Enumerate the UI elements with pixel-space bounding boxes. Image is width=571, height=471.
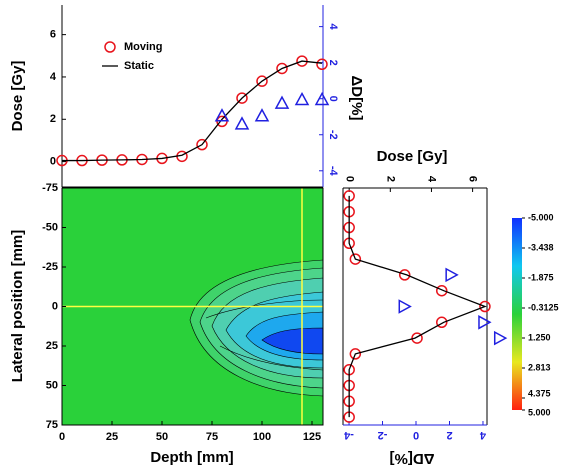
point — [445, 267, 459, 283]
x2-axis-label: ΔD[%] — [390, 450, 435, 467]
y2-tick-label: 2 — [327, 60, 339, 66]
y-tick-label: 25 — [46, 340, 58, 352]
point — [479, 300, 491, 313]
colorbar-label: 4.375 — [528, 388, 551, 398]
y-tick-label: 6 — [50, 29, 56, 41]
x-tick-label: 25 — [106, 431, 118, 443]
point — [234, 116, 250, 130]
colorbar-label: 5.000 — [528, 407, 551, 417]
y2-tick-label: 4 — [327, 24, 339, 31]
legend-label: Static — [124, 60, 154, 72]
point — [435, 316, 448, 329]
point — [274, 95, 290, 109]
line — [62, 60, 323, 162]
y2-tick-label: 0 — [327, 96, 339, 102]
point — [214, 108, 230, 122]
x-tick-label: 0 — [59, 431, 65, 443]
y-tick-label: 75 — [46, 419, 58, 431]
colorbar-label: -1.875 — [528, 272, 554, 282]
x2-tick-label: -2 — [378, 429, 388, 441]
x2-tick-label: -4 — [343, 429, 354, 441]
point — [349, 348, 362, 360]
y-axis-label: Dose [Gy] — [9, 61, 26, 132]
point — [349, 253, 362, 265]
legend-label: Moving — [124, 41, 163, 53]
y2-tick-label: -4 — [327, 166, 339, 177]
y2-axis-label: ΔD[%] — [348, 76, 365, 121]
point — [256, 75, 268, 87]
x2-tick-label: 0 — [413, 429, 419, 441]
y-tick-label: 4 — [50, 71, 57, 83]
colorbar-label: 1.250 — [528, 332, 551, 342]
point — [294, 91, 310, 106]
x-tick-label: 75 — [206, 431, 218, 443]
y-axis-label: Lateral position [mm] — [9, 230, 26, 383]
point — [196, 138, 208, 151]
x-tick-label: 6 — [467, 176, 479, 182]
y-tick-label: 2 — [50, 113, 56, 125]
y-tick-label: -75 — [42, 182, 58, 194]
x-tick-label: 100 — [253, 431, 271, 443]
y-tick-label: -25 — [42, 261, 58, 273]
x2-tick-label: 2 — [446, 429, 452, 441]
point — [314, 91, 330, 106]
point — [398, 269, 411, 281]
point — [493, 330, 508, 346]
x-tick-label: 125 — [303, 431, 321, 443]
y-tick-label: 0 — [52, 300, 58, 312]
contours — [189, 259, 324, 397]
x-tick-label: 2 — [384, 176, 396, 182]
line — [348, 195, 487, 418]
point — [276, 62, 288, 75]
colorbar-label: -5.000 — [528, 212, 554, 222]
y2-tick-label: -2 — [327, 130, 339, 140]
point — [254, 108, 270, 122]
point — [435, 284, 448, 297]
colorbar-label: -0.3125 — [528, 302, 559, 312]
x2-tick-label: 4 — [479, 429, 486, 441]
x-tick-label: 50 — [156, 431, 168, 443]
colorbar-label: -3.438 — [528, 242, 554, 252]
x-axis-label: Depth [mm] — [150, 449, 233, 466]
y-tick-label: 50 — [46, 379, 58, 391]
point — [411, 332, 423, 344]
x-tick-label: 0 — [343, 176, 355, 182]
point — [478, 315, 492, 330]
colorbar — [512, 218, 522, 410]
x-tick-label: 4 — [426, 176, 438, 183]
point — [398, 299, 412, 314]
point — [236, 92, 248, 104]
y-tick-label: -50 — [42, 221, 58, 233]
point — [316, 58, 328, 71]
colorbar-label: 2.813 — [528, 362, 551, 372]
x-axis-label: Dose [Gy] — [377, 148, 448, 165]
y-tick-label: 0 — [50, 156, 56, 168]
legend-marker — [104, 41, 116, 53]
